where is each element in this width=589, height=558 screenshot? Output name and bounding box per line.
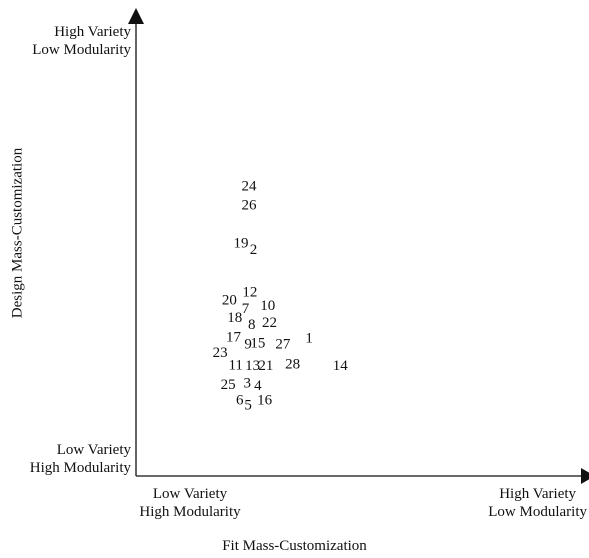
y-axis-title: Design Mass-Customization	[9, 147, 26, 319]
point-label-20: 20	[222, 293, 237, 309]
y-axis-low-line-1: Low Variety	[56, 442, 131, 458]
point-label-5: 5	[244, 398, 252, 414]
point-label-8: 8	[248, 317, 256, 333]
y-axis-arrow-icon	[128, 8, 144, 24]
y-axis-high-line-1: High Variety	[54, 24, 131, 40]
y-axis-high-label: High Variety Low Modularity	[32, 23, 131, 59]
x-axis-arrow-icon	[581, 468, 589, 484]
y-axis-high-line-2: Low Modularity	[32, 42, 131, 58]
y-axis-low-label: Low Variety High Modularity	[30, 441, 131, 477]
point-label-17: 17	[226, 330, 242, 346]
point-label-10: 10	[260, 298, 275, 314]
point-label-13: 13	[245, 358, 260, 374]
x-axis-low-line-1: Low Variety	[152, 486, 228, 502]
point-label-4: 4	[254, 378, 262, 394]
point-label-16: 16	[257, 393, 273, 409]
x-axis-low-label: Low Variety High Modularity	[135, 485, 245, 521]
x-axis-high-line-1: High Variety	[499, 486, 577, 502]
point-label-1: 1	[305, 331, 313, 347]
x-axis-high-line-2: Low Modularity	[488, 504, 587, 520]
point-label-11: 11	[228, 357, 242, 373]
point-label-18: 18	[227, 310, 242, 326]
point-label-27: 27	[275, 337, 291, 353]
point-label-15: 15	[250, 336, 265, 352]
point-label-6: 6	[236, 393, 244, 409]
point-label-3: 3	[244, 375, 252, 391]
point-label-28: 28	[285, 356, 300, 372]
point-label-25: 25	[221, 377, 236, 393]
point-label-2: 2	[250, 242, 258, 258]
point-label-19: 19	[234, 236, 249, 252]
point-label-24: 24	[242, 178, 258, 194]
point-label-9: 9	[244, 337, 252, 353]
point-label-14: 14	[333, 358, 349, 374]
point-label-26: 26	[242, 198, 258, 214]
point-label-7: 7	[242, 301, 250, 317]
x-axis-high-label: High Variety Low Modularity	[488, 485, 587, 521]
x-axis-title: Fit Mass-Customization	[222, 538, 367, 554]
point-label-21: 21	[258, 358, 273, 374]
point-label-23: 23	[213, 345, 228, 361]
point-label-22: 22	[262, 315, 277, 331]
y-axis-low-line-2: High Modularity	[29, 460, 131, 476]
point-label-12: 12	[242, 285, 257, 301]
x-axis-low-line-2: High Modularity	[139, 504, 241, 520]
